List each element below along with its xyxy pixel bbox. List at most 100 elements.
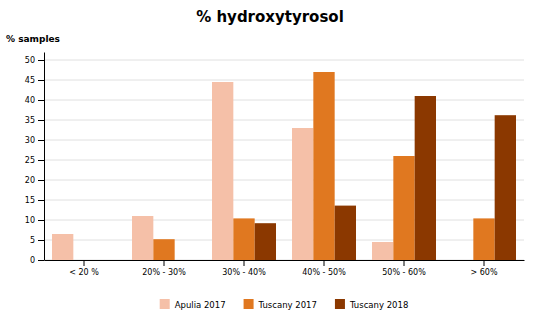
y-tick: 5 [30,236,44,245]
bar [452,260,473,261]
bar [292,128,313,260]
grid-line [44,100,524,101]
y-tick-label: 30 [25,136,35,145]
x-tick: < 20 % [69,260,99,277]
legend-swatch [335,299,345,309]
bar [175,260,196,261]
x-tick-mark [484,260,485,266]
bar-series [153,72,494,260]
y-tick-label: 20 [25,176,35,185]
grid-line [44,120,524,121]
bar [153,239,174,260]
y-tick-mark [38,220,44,221]
x-tick-mark [404,260,405,266]
x-tick-label: 30% - 40% [222,268,266,277]
y-axis: 0 5 10 15 20 25 30 35 40 45 50 [25,53,45,266]
y-tick-label: 35 [25,116,35,125]
y-tick-label: 45 [25,76,35,85]
x-axis-line [45,260,525,261]
bar [495,115,516,260]
x-tick-label: > 60% [470,268,497,277]
y-axis-line [44,53,45,261]
title: % hydroxytyrosol [196,8,344,26]
bar [313,72,334,260]
bar [473,218,494,260]
grid-line [44,260,524,261]
x-tick: 20% - 30% [142,260,186,277]
x-tick-label: 40% - 50% [302,268,346,277]
y-tick: 50 [25,56,44,65]
y-tick: 15 [25,196,44,205]
y-tick-mark [38,180,44,181]
legend-item: Apulia 2017 [160,299,226,310]
y-tick-mark [38,120,44,121]
y-tick-label: 25 [25,156,35,165]
y-tick: 20 [25,176,44,185]
legend-label: Apulia 2017 [175,300,226,310]
bar [132,216,153,260]
bar-series [52,82,393,260]
y-tick-mark [38,60,44,61]
bar-series [255,96,516,260]
x-tick-label: < 20 % [69,268,99,277]
legend-swatch [160,299,170,309]
y-tick: 30 [25,136,44,145]
y-tick-mark [38,80,44,81]
y-tick: 25 [25,156,44,165]
legend: Apulia 2017 Tuscany 2017 Tuscany 2018 [160,299,409,310]
bar [415,96,436,260]
y-tick: 40 [25,96,44,105]
bar [335,206,356,260]
legend-label: Tuscany 2017 [258,300,317,310]
bar [95,260,116,261]
bar [52,234,73,260]
y-tick-label: 50 [25,56,35,65]
x-axis: < 20 % 20% - 30% 30% - 40% 40% - 50% 50% - 6… [45,260,525,277]
legend-item: Tuscany 2018 [335,299,408,310]
x-tick-mark [164,260,165,266]
y-tick: 35 [25,116,44,125]
legend-swatch [244,299,254,309]
y-tick-mark [38,260,44,261]
y-tick: 10 [25,216,44,225]
x-tick-mark [84,260,85,266]
bars [52,72,516,260]
grid-line [44,240,524,241]
x-tick: 40% - 50% [302,260,346,277]
grid [44,60,524,260]
y-tick-mark [38,200,44,201]
grid-line [44,220,524,221]
x-tick-label: 50% - 60% [382,268,426,277]
plot: 0 5 10 15 20 25 30 35 40 45 50 < 20 % 20% - 30% 30% -… [25,53,525,277]
y-tick-label: 0 [30,256,35,265]
x-tick: 50% - 60% [382,260,426,277]
grid-line [44,200,524,201]
y-tick: 45 [25,76,44,85]
bar [393,156,414,260]
grid-line [44,140,524,141]
bar [212,82,233,260]
bar [372,242,393,260]
y-tick: 0 [30,256,44,265]
x-tick: 30% - 40% [222,260,266,277]
legend-label: Tuscany 2018 [349,300,408,310]
y-tick-label: 40 [25,96,35,105]
grid-line [44,60,524,61]
bar [255,223,276,260]
y-tick-mark [38,140,44,141]
y-label: % samples [6,34,60,44]
y-tick-mark [38,240,44,241]
bar [73,260,94,261]
y-tick-mark [38,160,44,161]
grid-line [44,180,524,181]
y-tick-mark [38,100,44,101]
legend-item: Tuscany 2017 [244,299,317,310]
x-tick-mark [244,260,245,266]
grid-line [44,160,524,161]
x-tick-mark [324,260,325,266]
chart: % hydroxytyrosol 0 5 10 15 20 25 30 35 40 45 50 < 20… [0,0,540,322]
grid-line [44,80,524,81]
x-tick: > 60% [470,260,497,277]
y-tick-label: 5 [30,236,35,245]
y-tick-label: 10 [25,216,35,225]
